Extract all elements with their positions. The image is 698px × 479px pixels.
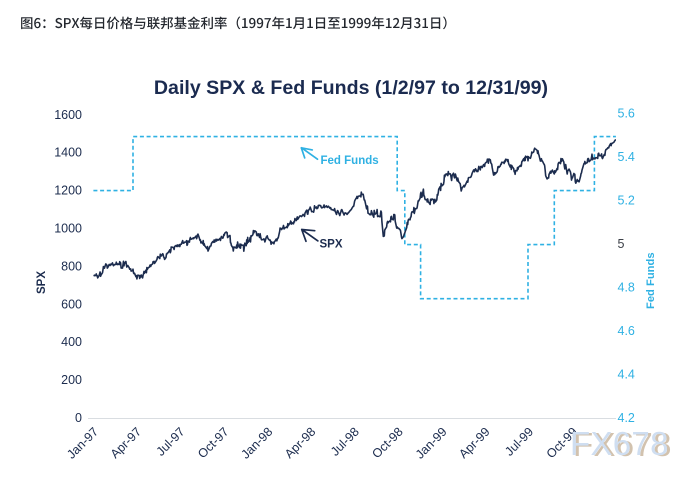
svg-text:200: 200 bbox=[61, 373, 82, 387]
svg-text:SPX: SPX bbox=[36, 271, 48, 294]
svg-text:Fed Funds: Fed Funds bbox=[645, 252, 657, 309]
svg-text:FX678: FX678 bbox=[573, 426, 672, 463]
svg-text:1200: 1200 bbox=[54, 184, 82, 198]
svg-text:600: 600 bbox=[61, 297, 82, 311]
svg-text:1400: 1400 bbox=[54, 146, 82, 160]
svg-text:SPX: SPX bbox=[320, 239, 343, 251]
svg-text:1000: 1000 bbox=[54, 222, 82, 236]
svg-text:5: 5 bbox=[618, 237, 625, 251]
svg-text:5.6: 5.6 bbox=[618, 107, 635, 121]
svg-text:4.6: 4.6 bbox=[618, 324, 635, 338]
svg-text:800: 800 bbox=[61, 259, 82, 273]
svg-text:1600: 1600 bbox=[54, 108, 82, 122]
svg-text:Fed Funds: Fed Funds bbox=[321, 155, 379, 167]
svg-text:Daily SPX & Fed Funds (1/2/97: Daily SPX & Fed Funds (1/2/97 to 12/31/9… bbox=[154, 77, 548, 99]
svg-text:4.8: 4.8 bbox=[618, 281, 635, 295]
svg-text:5.2: 5.2 bbox=[618, 194, 635, 208]
svg-text:4.2: 4.2 bbox=[618, 411, 635, 425]
svg-text:5.4: 5.4 bbox=[618, 150, 635, 164]
svg-text:FX678: FX678 bbox=[570, 425, 669, 462]
svg-text:0: 0 bbox=[75, 411, 82, 425]
svg-text:4.4: 4.4 bbox=[618, 368, 635, 382]
svg-text:400: 400 bbox=[61, 335, 82, 349]
